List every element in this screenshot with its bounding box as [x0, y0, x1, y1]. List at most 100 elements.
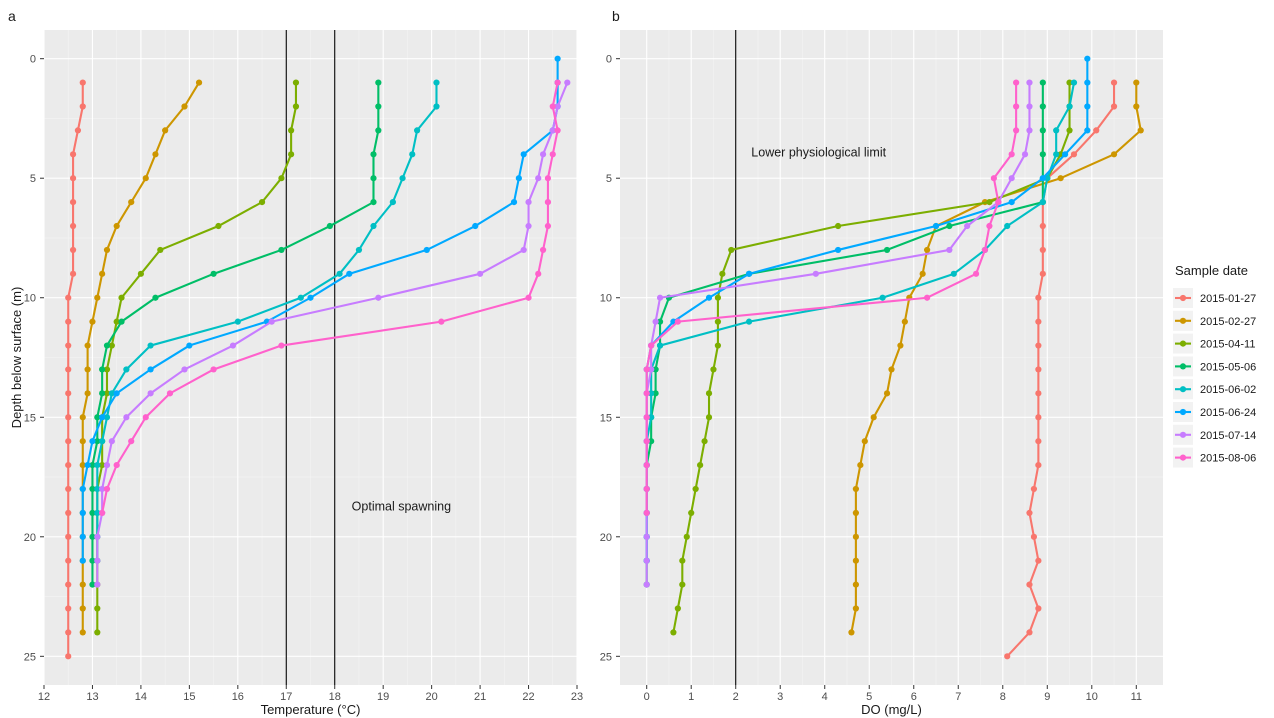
- x-tick-label: 23: [571, 691, 583, 703]
- data-point: [326, 222, 333, 230]
- data-point: [535, 270, 542, 277]
- data-point: [643, 581, 650, 588]
- x-tick-label: 15: [183, 691, 195, 703]
- data-point: [1026, 581, 1033, 588]
- data-point: [656, 318, 664, 325]
- data-point: [84, 461, 91, 469]
- annotation-text: Optimal spawning: [352, 499, 451, 513]
- data-point: [525, 294, 532, 301]
- data-point: [857, 461, 864, 469]
- data-point: [1110, 151, 1118, 158]
- data-point: [292, 79, 300, 86]
- data-point: [99, 366, 106, 373]
- data-point: [1044, 175, 1051, 182]
- data-point: [65, 294, 72, 301]
- data-point: [65, 366, 72, 373]
- data-point: [883, 390, 891, 397]
- series-2015-08-06: [99, 79, 561, 516]
- x-axis-title: Temperature (°C): [261, 702, 361, 717]
- x-axis: 12 13 14 15 16 17 18 19 20 21 22 23: [38, 685, 583, 703]
- data-point: [990, 175, 997, 182]
- legend-label: 2015-05-06: [1200, 361, 1256, 373]
- data-point: [964, 222, 971, 230]
- data-point: [433, 79, 440, 86]
- legend-label: 2015-01-27: [1200, 293, 1256, 305]
- y-tick-label: 0: [606, 54, 612, 66]
- data-point: [389, 199, 396, 206]
- data-point: [375, 79, 382, 86]
- data-point: [1008, 199, 1015, 206]
- data-point: [99, 509, 106, 516]
- data-point: [399, 175, 406, 182]
- data-point: [65, 557, 72, 564]
- data-point: [99, 414, 106, 421]
- data-point: [79, 414, 86, 421]
- data-point: [307, 294, 314, 301]
- data-point: [215, 222, 222, 230]
- data-point: [539, 246, 547, 254]
- data-point: [137, 270, 145, 277]
- data-point: [670, 629, 677, 636]
- data-point: [1035, 438, 1042, 445]
- y-axis-title: Depth below surface (m): [9, 287, 24, 429]
- data-point: [65, 581, 72, 588]
- data-point: [195, 79, 203, 86]
- data-point: [113, 318, 120, 325]
- data-point: [554, 127, 561, 134]
- data-point: [103, 246, 111, 254]
- data-point: [268, 318, 275, 325]
- data-point: [995, 199, 1002, 206]
- data-point: [1053, 127, 1060, 134]
- data-point: [1066, 79, 1073, 86]
- x-tick-label: 2: [733, 691, 739, 703]
- legend-key-point: [1179, 454, 1187, 461]
- data-point: [1084, 127, 1091, 134]
- data-point: [108, 438, 115, 445]
- data-point: [99, 485, 106, 493]
- data-point: [924, 294, 931, 301]
- data-point: [1053, 151, 1060, 158]
- data-point: [1039, 127, 1046, 134]
- data-point: [438, 318, 445, 325]
- data-point: [1039, 79, 1046, 86]
- data-point: [1035, 318, 1042, 325]
- data-point: [79, 438, 86, 445]
- legend-title: Sample date: [1175, 263, 1248, 278]
- data-point: [549, 127, 556, 134]
- data-point: [520, 151, 527, 158]
- data-point: [1030, 485, 1038, 493]
- data-point: [103, 342, 111, 349]
- data-point: [94, 509, 101, 516]
- data-point: [692, 485, 699, 493]
- data-point: [986, 199, 993, 206]
- data-point: [346, 270, 353, 277]
- series-2015-07-14: [94, 79, 571, 588]
- legend-item: 2015-04-11: [1173, 333, 1255, 354]
- x-tick-label: 18: [329, 691, 341, 703]
- legend-label: 2015-08-06: [1200, 453, 1256, 465]
- x-tick-label: 0: [644, 691, 650, 703]
- data-point: [472, 222, 479, 230]
- data-point: [879, 294, 886, 301]
- data-point: [65, 438, 72, 445]
- x-tick-label: 9: [1044, 691, 1050, 703]
- data-point: [1035, 414, 1042, 421]
- data-point: [515, 175, 522, 182]
- data-point: [1013, 79, 1020, 86]
- data-point: [94, 414, 101, 421]
- x-tick-label: 7: [955, 691, 961, 703]
- data-point: [94, 605, 101, 612]
- y-tick-label: 5: [30, 173, 36, 185]
- data-point: [74, 127, 82, 134]
- x-tick-label: 22: [522, 691, 534, 703]
- data-point: [981, 246, 989, 254]
- data-point: [79, 629, 86, 636]
- legend-item: 2015-05-06: [1173, 356, 1256, 377]
- y-tick-label: 20: [24, 532, 36, 544]
- data-point: [94, 557, 101, 564]
- data-point: [1008, 151, 1015, 158]
- data-point: [79, 79, 86, 86]
- data-point: [1137, 127, 1144, 134]
- data-point: [292, 103, 300, 110]
- data-point: [643, 438, 650, 445]
